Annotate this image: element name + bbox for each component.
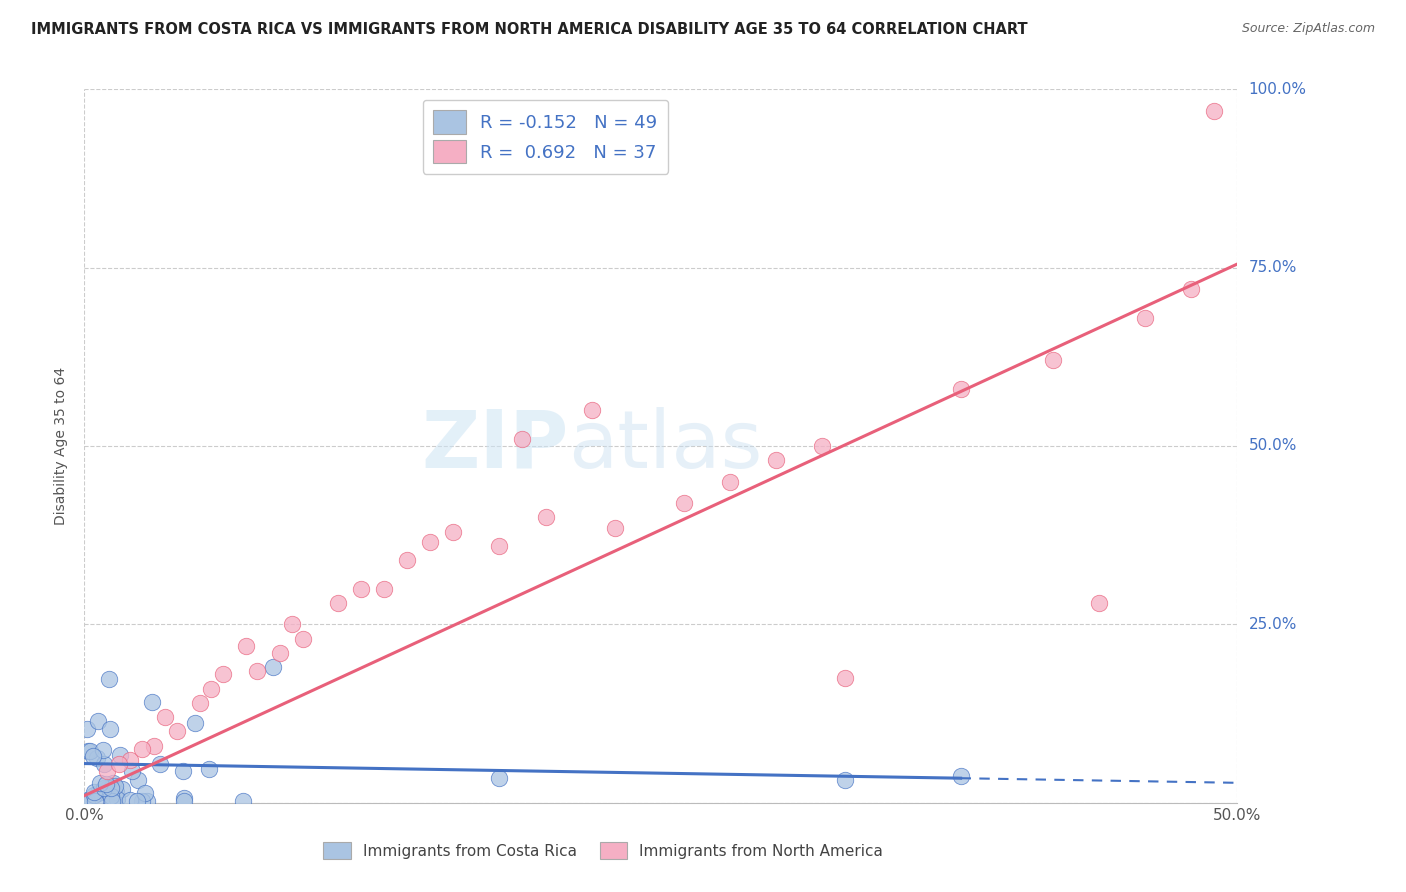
Point: [396, 553, 419, 567]
Point: [87, 714, 110, 729]
Point: [86, 751, 108, 765]
Point: [108, 747, 131, 762]
Legend: Immigrants from Costa Rica, Immigrants from North America: Immigrants from Costa Rica, Immigrants f…: [315, 835, 891, 866]
Point: [82, 748, 104, 763]
Point: [581, 403, 603, 417]
Point: [131, 794, 153, 808]
Point: [211, 667, 233, 681]
Point: [672, 496, 695, 510]
Text: 75.0%: 75.0%: [1249, 260, 1296, 275]
Point: [93, 780, 115, 795]
Text: 50.0%: 50.0%: [1249, 439, 1296, 453]
Point: [134, 786, 156, 800]
Point: [98, 672, 121, 686]
Point: [488, 771, 510, 785]
Point: [1088, 596, 1111, 610]
Point: [98, 722, 121, 736]
Y-axis label: Disability Age 35 to 64: Disability Age 35 to 64: [55, 367, 69, 525]
Point: [235, 639, 257, 653]
Point: [188, 696, 211, 710]
Point: [120, 753, 142, 767]
Point: [97, 781, 120, 796]
Point: [76, 793, 98, 807]
Point: [96, 764, 118, 778]
Point: [1042, 353, 1064, 368]
Point: [1180, 282, 1202, 296]
Point: [1133, 310, 1156, 325]
Point: [84, 794, 107, 808]
Text: IMMIGRANTS FROM COSTA RICA VS IMMIGRANTS FROM NORTH AMERICA DISABILITY AGE 35 TO: IMMIGRANTS FROM COSTA RICA VS IMMIGRANTS…: [31, 22, 1028, 37]
Point: [281, 617, 304, 632]
Point: [121, 764, 143, 778]
Text: ZIP: ZIP: [422, 407, 568, 485]
Point: [184, 716, 207, 731]
Point: [350, 582, 373, 596]
Point: [811, 439, 834, 453]
Point: [76, 744, 98, 758]
Point: [111, 782, 134, 797]
Point: [105, 785, 128, 799]
Point: [373, 582, 395, 596]
Point: [262, 660, 284, 674]
Point: [441, 524, 464, 539]
Point: [326, 596, 349, 610]
Text: atlas: atlas: [568, 407, 763, 485]
Point: [153, 710, 176, 724]
Point: [1204, 103, 1226, 118]
Point: [83, 789, 105, 803]
Point: [131, 742, 153, 756]
Point: [83, 785, 105, 799]
Point: [198, 762, 221, 776]
Point: [765, 453, 787, 467]
Point: [949, 769, 972, 783]
Point: [103, 794, 125, 808]
Point: [173, 791, 195, 805]
Point: [105, 791, 128, 805]
Point: [127, 794, 149, 808]
Text: 25.0%: 25.0%: [1249, 617, 1296, 632]
Point: [89, 776, 111, 790]
Point: [87, 786, 110, 800]
Point: [96, 777, 118, 791]
Point: [246, 664, 269, 678]
Point: [949, 382, 972, 396]
Point: [834, 772, 856, 787]
Point: [100, 789, 122, 803]
Point: [173, 794, 195, 808]
Point: [603, 521, 626, 535]
Point: [79, 744, 101, 758]
Point: [200, 681, 222, 696]
Point: [172, 764, 194, 778]
Point: [120, 793, 142, 807]
Point: [127, 772, 149, 787]
Point: [292, 632, 315, 646]
Point: [76, 794, 98, 808]
Point: [718, 475, 741, 489]
Point: [104, 779, 127, 793]
Point: [534, 510, 557, 524]
Text: Source: ZipAtlas.com: Source: ZipAtlas.com: [1241, 22, 1375, 36]
Point: [100, 780, 122, 795]
Point: [91, 743, 114, 757]
Point: [419, 535, 441, 549]
Point: [269, 646, 291, 660]
Point: [101, 794, 124, 808]
Point: [76, 723, 98, 737]
Point: [136, 794, 159, 808]
Point: [101, 775, 124, 789]
Point: [149, 756, 172, 771]
Point: [166, 724, 188, 739]
Point: [512, 432, 534, 446]
Point: [232, 794, 254, 808]
Point: [834, 671, 856, 685]
Point: [108, 756, 131, 771]
Point: [488, 539, 510, 553]
Text: 100.0%: 100.0%: [1249, 82, 1306, 96]
Point: [93, 756, 115, 771]
Point: [141, 695, 163, 709]
Point: [142, 739, 165, 753]
